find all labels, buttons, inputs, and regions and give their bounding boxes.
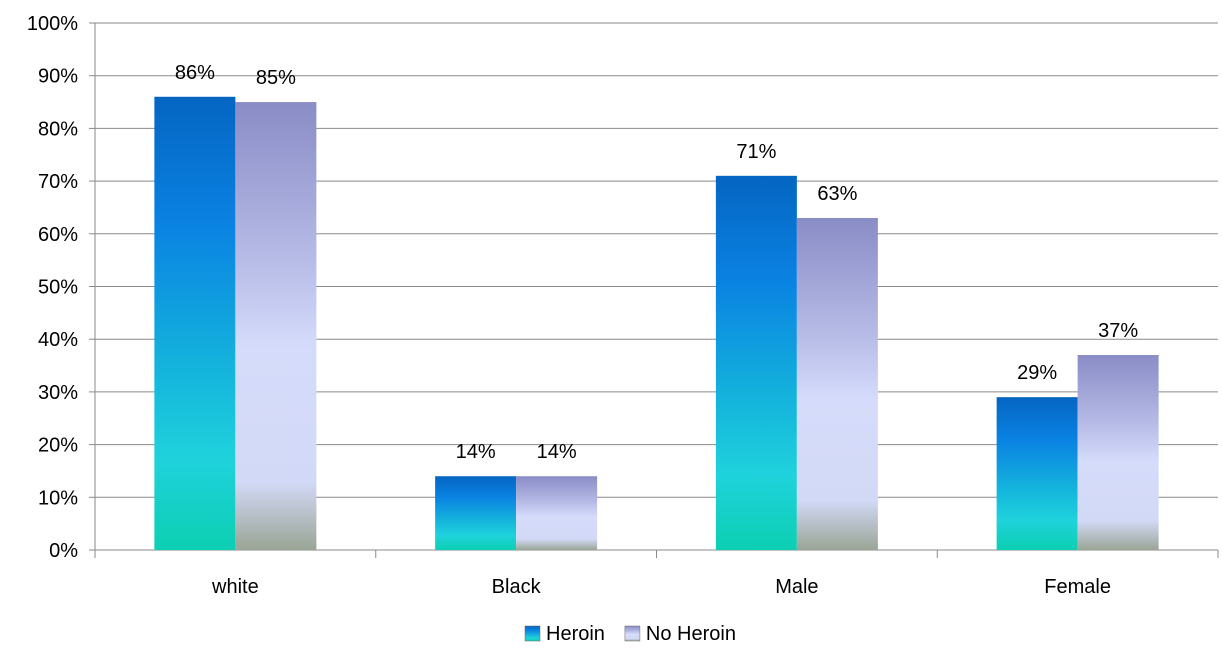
y-tick-label: 10% (38, 487, 78, 509)
bar-heroin-white (154, 96, 236, 550)
data-label: 86% (175, 62, 215, 84)
bar-no-heroin-black (516, 476, 598, 550)
data-labels: 86% 85% 14% 14% 71% 63% 29% 37% (175, 62, 1138, 463)
legend-label: No Heroin (646, 623, 736, 645)
data-label: 14% (456, 441, 496, 463)
category-label: white (211, 576, 259, 598)
y-tick-label: 0% (49, 540, 78, 562)
data-label: 29% (1017, 362, 1057, 384)
data-label: 85% (256, 67, 296, 89)
y-tick-label: 40% (38, 329, 78, 351)
bar-no-heroin-white (235, 102, 317, 551)
bars (154, 96, 1159, 551)
y-axis-tick-labels: 0% 10% 20% 30% 40% 50% 60% 70% 80% 90% 100% (27, 13, 78, 562)
legend-label: Heroin (546, 623, 605, 645)
y-tick-label: 70% (38, 171, 78, 193)
y-tick-label: 90% (38, 66, 78, 88)
legend-swatch (524, 625, 541, 642)
bar-no-heroin-male (796, 217, 878, 551)
bar-heroin-black (435, 476, 517, 550)
category-label: Female (1044, 576, 1111, 598)
category-label: Male (775, 576, 818, 598)
y-tick-label: 30% (38, 382, 78, 404)
legend: Heroin No Heroin (524, 623, 736, 645)
category-labels: white Black Male Female (211, 576, 1111, 598)
data-label: 37% (1098, 320, 1138, 342)
bar-no-heroin-female (1077, 355, 1159, 550)
y-tick-label: 60% (38, 224, 78, 246)
category-label: Black (492, 576, 542, 598)
bar-heroin-female (996, 397, 1078, 550)
y-tick-label: 50% (38, 277, 78, 299)
y-tick-label: 80% (38, 118, 78, 140)
legend-swatch (624, 625, 641, 642)
data-label: 71% (736, 141, 776, 163)
data-label: 14% (537, 441, 577, 463)
y-tick-label: 20% (38, 435, 78, 457)
bar-heroin-male (715, 175, 797, 550)
data-label: 63% (817, 183, 857, 205)
y-tick-label: 100% (27, 13, 78, 35)
